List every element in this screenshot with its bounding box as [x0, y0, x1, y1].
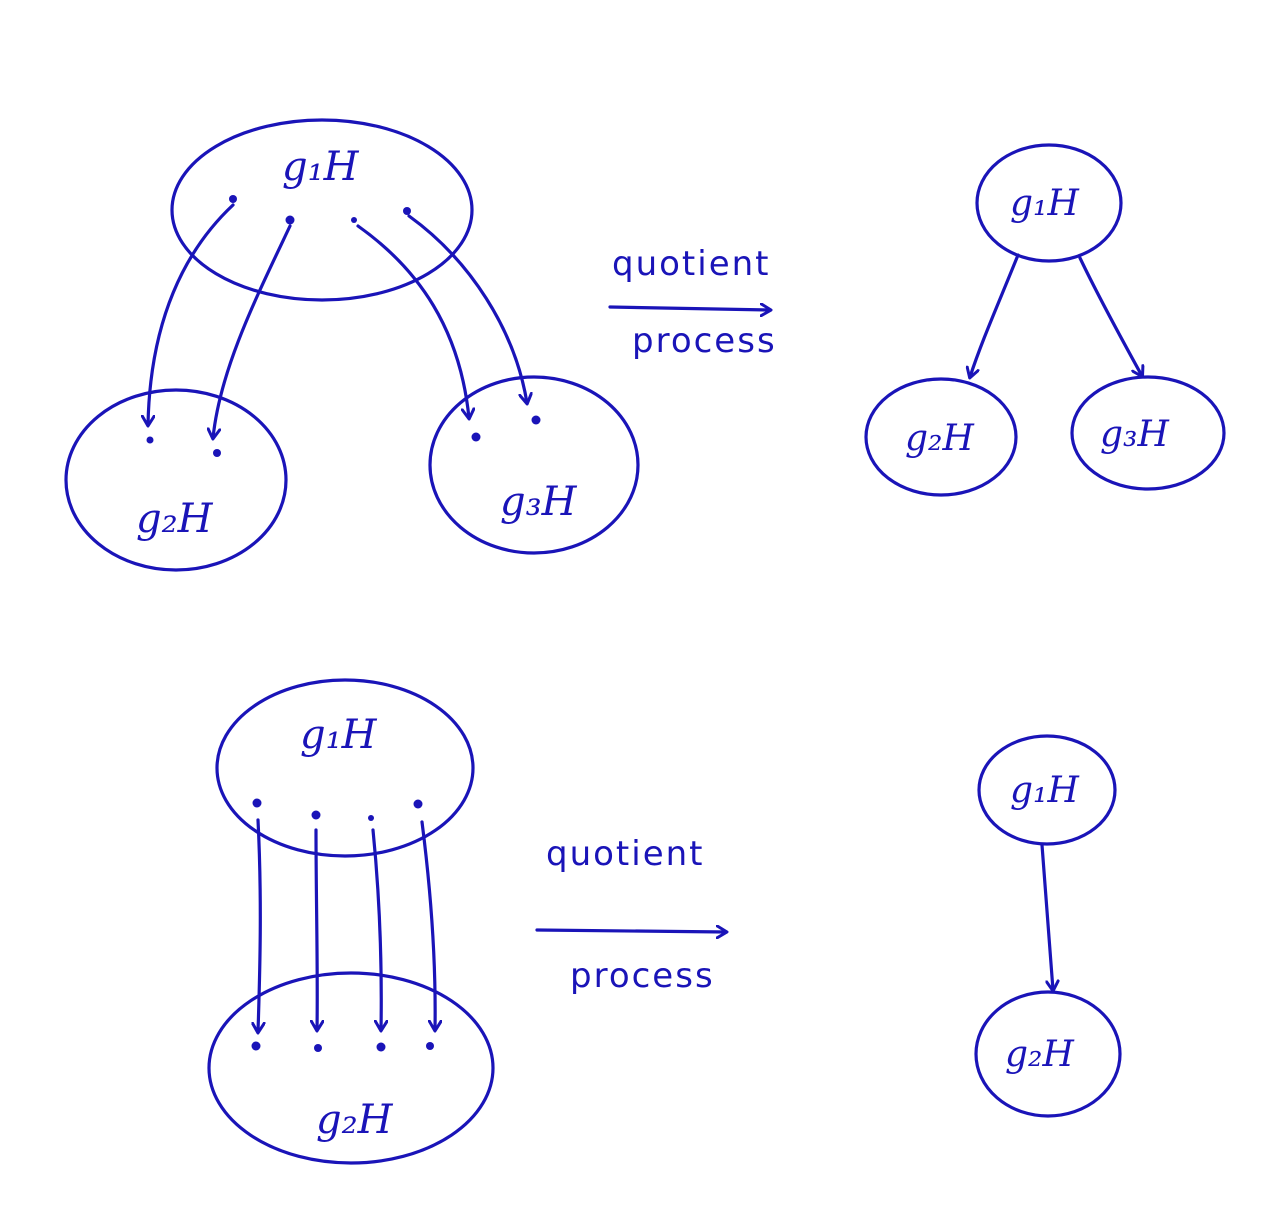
source-element-dot: [252, 798, 262, 808]
bottom-source-coset: g₁H: [215, 678, 475, 858]
result-arrow: [1040, 843, 1053, 990]
result-arrow: [970, 253, 1020, 377]
bottom-target-label: g₂H: [316, 1097, 394, 1143]
quotient-process-arrow: [608, 307, 770, 310]
mapping-arrow: [258, 818, 260, 1032]
top-target-right-coset: g₃H: [428, 375, 640, 555]
target-element-dot: [531, 415, 541, 425]
mapping-arrow: [407, 214, 527, 403]
top-result-node-left: g₂H: [864, 377, 1018, 497]
top-result-node-right: g₃H: [1070, 375, 1226, 491]
bottom-result-bottom-label: g₂H: [1005, 1034, 1074, 1075]
top-result-right-label: g₃H: [1100, 414, 1169, 455]
top-result-left-label: g₂H: [905, 418, 974, 459]
mapping-arrow: [371, 828, 381, 1030]
process-label-top-1: quotient: [612, 244, 771, 284]
bottom-result-top-label: g₁H: [1010, 770, 1079, 811]
source-element-dot: [351, 217, 357, 223]
mapping-arrow: [213, 224, 292, 438]
source-element-dot: [229, 195, 237, 203]
top-target-right-label: g₃H: [500, 479, 578, 525]
target-element-dot: [314, 1044, 322, 1052]
mapping-arrow: [356, 224, 469, 418]
bottom-result-node-top: g₁H: [977, 734, 1117, 846]
top-result-node-top: g₁H: [975, 143, 1123, 263]
bottom-target-coset: g₂H: [207, 971, 495, 1165]
target-element-dot: [251, 1041, 261, 1051]
mapping-arrow: [420, 820, 435, 1030]
target-element-dot: [376, 1042, 386, 1052]
source-element-dot: [403, 207, 411, 215]
target-element-dot: [213, 449, 221, 457]
bottom-result-node-bottom: g₂H: [974, 990, 1122, 1118]
top-source-coset: g₁H: [170, 118, 474, 302]
source-element-dot: [285, 215, 295, 225]
source-element-dot: [413, 799, 423, 809]
result-arrow: [1078, 256, 1142, 376]
mapping-arrow: [148, 203, 235, 425]
process-label-top-2: process: [632, 321, 777, 361]
mapping-arrow: [316, 828, 317, 1030]
top-target-left-coset: g₂H: [64, 388, 288, 572]
process-label-bottom-2: process: [570, 956, 715, 996]
bottom-source-label: g₁H: [300, 712, 378, 758]
source-element-dot: [368, 815, 374, 821]
top-target-left-label: g₂H: [136, 496, 214, 542]
target-element-dot: [146, 436, 154, 444]
source-element-dot: [311, 810, 321, 820]
target-element-dot: [471, 432, 481, 442]
quotient-process-arrow: [535, 930, 726, 932]
top-result-top-label: g₁H: [1010, 183, 1079, 224]
process-label-bottom-1: quotient: [546, 834, 705, 874]
top-source-label: g₁H: [282, 144, 360, 190]
target-element-dot: [426, 1042, 434, 1050]
